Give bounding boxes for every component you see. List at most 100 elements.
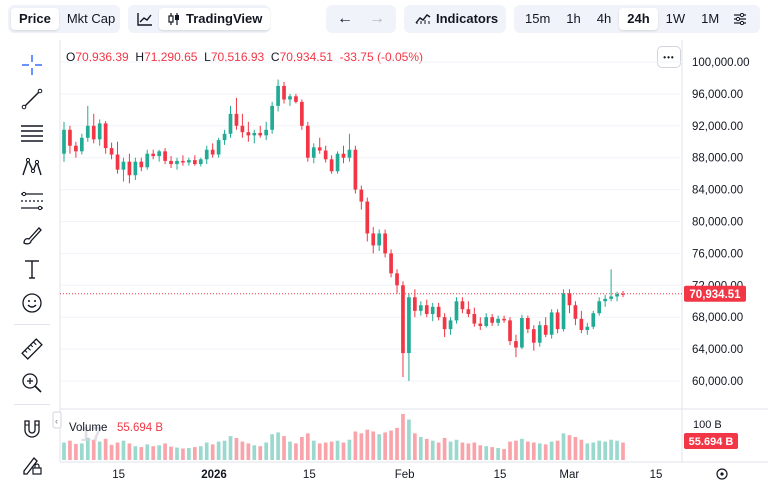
volume-bar (264, 442, 269, 460)
x-tick-label: Mar (559, 469, 579, 481)
crosshair-tool[interactable] (17, 50, 47, 80)
candle-body (317, 147, 322, 151)
volume-bar (490, 447, 495, 460)
volume-bar (187, 448, 191, 460)
y-tick-label: 64,000.00 (692, 344, 743, 356)
volume-bar (424, 438, 429, 460)
volume-bar (353, 431, 358, 460)
volume-bar (609, 439, 613, 460)
candle-body (288, 96, 292, 100)
interval-group: 15m 1h 4h 24h 1W 1M (514, 5, 760, 33)
volume-bar (508, 441, 512, 460)
candle-body (395, 273, 399, 286)
trend-line-tool[interactable] (17, 84, 47, 114)
candle-body (234, 113, 239, 126)
candle-body (413, 297, 417, 311)
ohlc-legend: O70,936.39 H71,290.65 L70,516.93 C70,934… (66, 50, 423, 64)
volume-bar (591, 442, 596, 460)
brush-tool[interactable] (17, 220, 47, 250)
interval-4h[interactable]: 4h (596, 11, 612, 26)
candle-body (127, 161, 132, 176)
candles (62, 79, 625, 381)
candle-body (502, 318, 506, 321)
volume-bar (413, 433, 417, 460)
volume-bar (365, 429, 370, 460)
pattern-tool[interactable] (17, 152, 47, 182)
tab-price[interactable]: Price (11, 8, 59, 30)
interval-15m[interactable]: 15m (525, 11, 551, 26)
candle-body (121, 161, 126, 170)
candle-body (448, 320, 453, 330)
x-tick-label: 15 (303, 469, 316, 481)
lock-draw-tool[interactable] (17, 450, 47, 480)
undo-button[interactable]: ← (329, 8, 361, 30)
volume-bar (300, 437, 304, 460)
y-tick-label: 72,000.00 (692, 280, 743, 292)
candle-body (591, 313, 596, 327)
candle-body (145, 153, 150, 168)
candle-body (258, 132, 263, 136)
candle-body (418, 305, 423, 311)
settings-button[interactable] (727, 8, 753, 30)
line-chart-button[interactable] (131, 8, 159, 30)
candle-body (139, 161, 144, 168)
candle-body (543, 325, 548, 335)
text-tool[interactable] (17, 254, 47, 284)
close-label: C (270, 50, 280, 64)
volume-bar (347, 439, 352, 460)
candle-body (531, 329, 536, 343)
fib-icon (21, 191, 43, 211)
volume-last-label: 55.694 B (689, 436, 734, 448)
candle-body (85, 125, 90, 138)
volume-bar (294, 443, 298, 460)
candle-body (478, 323, 483, 326)
volume-bar (543, 444, 548, 460)
close-value: 70,934.51 (279, 50, 333, 64)
open-label: O (66, 50, 76, 64)
candle-body (472, 314, 477, 324)
y-tick-label: 84,000.00 (692, 185, 743, 197)
high-label: H (135, 50, 145, 64)
candle-body (133, 161, 138, 176)
volume-bar (127, 443, 132, 460)
pane-collapse-handle[interactable] (52, 411, 62, 429)
candle-body (270, 105, 274, 130)
candle-body (79, 137, 84, 152)
volume-bar (115, 442, 120, 460)
volume-bar (549, 441, 554, 460)
interval-1w[interactable]: 1W (665, 11, 686, 26)
tradingview-button[interactable]: TradingView (159, 8, 271, 30)
volume-bar (496, 448, 500, 460)
volume-bar (377, 434, 382, 460)
candle-body (329, 159, 334, 172)
interval-1h[interactable]: 1h (566, 11, 581, 26)
volume-bar (484, 446, 489, 460)
candle-body (454, 301, 459, 321)
timezone-settings[interactable] (716, 468, 728, 480)
redo-button[interactable]: → (361, 8, 393, 30)
candle-body (187, 160, 191, 163)
more-options-button[interactable]: ••• (657, 46, 681, 68)
candle-body (537, 325, 542, 343)
interval-24h[interactable]: 24h (619, 8, 658, 30)
fib-tool[interactable] (17, 186, 47, 216)
ruler-tool[interactable] (17, 334, 47, 364)
tab-mkt-cap[interactable]: Mkt Cap (66, 11, 116, 26)
volume-bar (621, 442, 625, 460)
candle-body (567, 293, 572, 306)
volume-bar (597, 440, 602, 460)
interval-1m[interactable]: 1M (701, 11, 720, 26)
horizontal-lines-tool[interactable] (17, 118, 47, 148)
volume-bar (103, 438, 108, 460)
candle-body (276, 85, 280, 106)
y-tick-label: 76,000.00 (692, 248, 743, 260)
zoom-in-tool[interactable] (17, 368, 47, 398)
candle-body (353, 149, 358, 190)
candle-body (175, 160, 179, 165)
magnet-tool[interactable] (17, 414, 47, 444)
emoji-tool[interactable] (17, 288, 47, 318)
candle-body (294, 96, 298, 102)
volume-bar (133, 446, 138, 460)
indicators-button[interactable]: Indicators (407, 8, 506, 30)
